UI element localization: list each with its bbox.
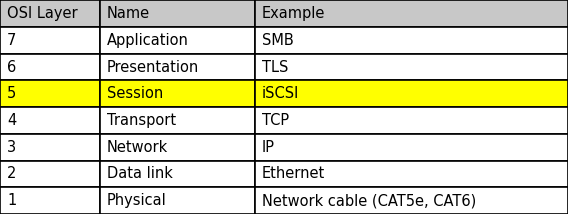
Bar (255, 0, 568, 27)
Bar (255, 134, 568, 160)
Text: Name: Name (107, 6, 150, 21)
Bar (0, 27, 100, 54)
Text: 6: 6 (7, 59, 16, 74)
Text: Physical: Physical (107, 193, 167, 208)
Bar (255, 80, 568, 107)
Bar (255, 107, 568, 134)
Bar (255, 187, 568, 214)
Text: IP: IP (262, 140, 275, 155)
Bar (255, 27, 568, 54)
Bar (100, 27, 255, 54)
Text: iSCSI: iSCSI (262, 86, 299, 101)
Bar (0, 0, 100, 27)
Bar (0, 187, 100, 214)
Text: Application: Application (107, 33, 189, 48)
Bar (255, 160, 568, 187)
Text: Ethernet: Ethernet (262, 166, 325, 181)
Text: Session: Session (107, 86, 163, 101)
Text: Example: Example (262, 6, 325, 21)
Bar (100, 80, 255, 107)
Bar (100, 107, 255, 134)
Bar (0, 80, 100, 107)
Text: 5: 5 (7, 86, 16, 101)
Text: Network: Network (107, 140, 168, 155)
Text: 4: 4 (7, 113, 16, 128)
Bar (100, 187, 255, 214)
Bar (100, 54, 255, 80)
Text: 7: 7 (7, 33, 16, 48)
Text: OSI Layer: OSI Layer (7, 6, 78, 21)
Text: 2: 2 (7, 166, 16, 181)
Bar (100, 0, 255, 27)
Text: Data link: Data link (107, 166, 173, 181)
Text: 3: 3 (7, 140, 16, 155)
Bar (100, 134, 255, 160)
Text: 1: 1 (7, 193, 16, 208)
Text: TCP: TCP (262, 113, 289, 128)
Bar (0, 160, 100, 187)
Text: SMB: SMB (262, 33, 294, 48)
Bar (0, 134, 100, 160)
Text: TLS: TLS (262, 59, 289, 74)
Text: Network cable (CAT5e, CAT6): Network cable (CAT5e, CAT6) (262, 193, 476, 208)
Text: Presentation: Presentation (107, 59, 199, 74)
Text: Transport: Transport (107, 113, 176, 128)
Bar (0, 107, 100, 134)
Bar (100, 160, 255, 187)
Bar (255, 54, 568, 80)
Bar (0, 54, 100, 80)
